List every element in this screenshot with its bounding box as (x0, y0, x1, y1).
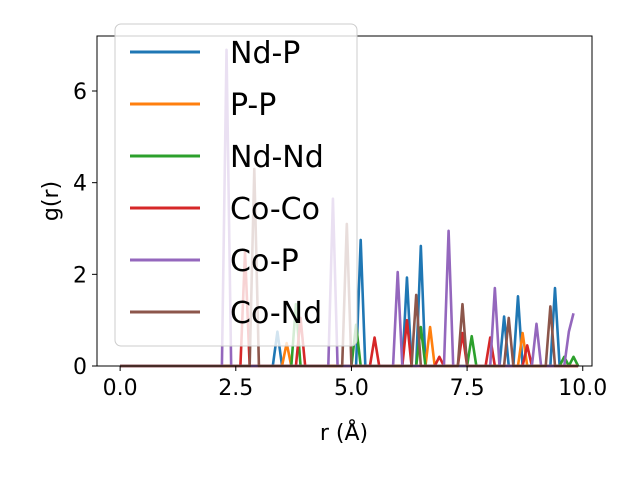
x-tick-label: 0.0 (103, 376, 138, 401)
y-tick-label: 6 (73, 80, 87, 105)
legend-label: Nd-P (230, 36, 300, 71)
x-tick-label: 10.0 (558, 376, 607, 401)
x-tick-label: 5.0 (334, 376, 369, 401)
legend-label: Co-Co (230, 192, 320, 227)
x-axis: 0.0 2.5 5.0 7.5 10.0 (103, 366, 607, 401)
y-tick-label: 2 (73, 263, 87, 288)
series-line-p-p (120, 325, 579, 368)
legend-label: Co-Nd (230, 296, 322, 331)
legend-label: P-P (230, 88, 276, 123)
x-tick-label: 7.5 (450, 376, 485, 401)
x-tick-label: 2.5 (218, 376, 253, 401)
legend-label: Co-P (230, 244, 299, 279)
legend-label: Nd-Nd (230, 140, 324, 175)
legend: Nd-P P-P Nd-Nd Co-Co Co-P Co-Nd (114, 23, 358, 347)
y-tick-label: 0 (73, 355, 87, 380)
y-axis: 0 2 4 6 (73, 80, 97, 380)
y-tick-label: 4 (73, 172, 87, 197)
x-axis-label: r (Å) (320, 419, 368, 446)
y-axis-label: g(r) (39, 181, 64, 221)
